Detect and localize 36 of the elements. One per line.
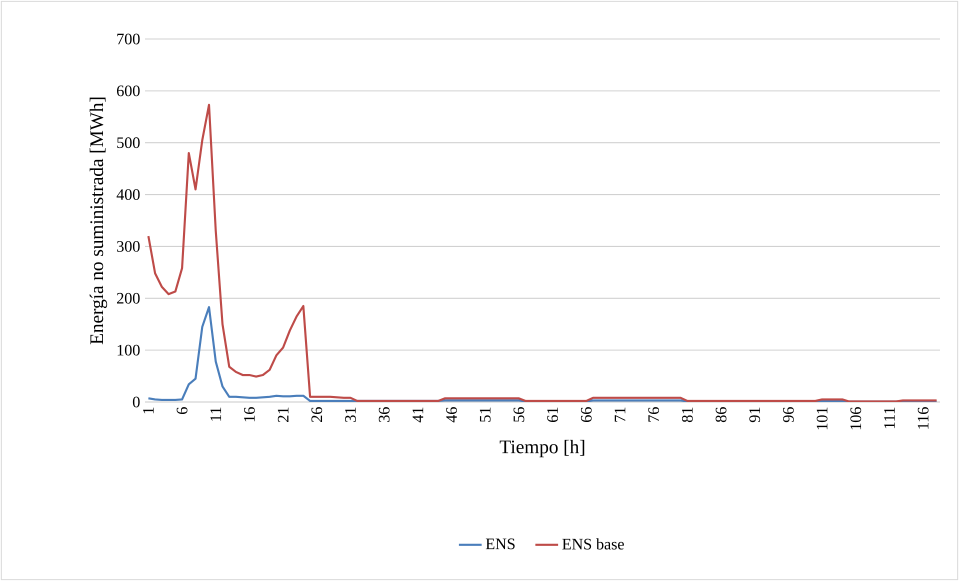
legend-label: ENS bbox=[486, 538, 515, 550]
y-tick-label: 600 bbox=[116, 85, 140, 96]
x-tick-label: 6 bbox=[176, 407, 188, 414]
x-tick-label: 101 bbox=[816, 408, 828, 430]
x-tick-label: 91 bbox=[749, 408, 760, 422]
x-tick-label: 71 bbox=[614, 408, 626, 422]
x-tick-label: 31 bbox=[345, 408, 356, 422]
y-tick-label: 400 bbox=[116, 189, 140, 200]
legend-label: ENS base bbox=[562, 538, 624, 550]
y-axis-title: Energía no suministrada [MWh] bbox=[90, 98, 108, 344]
x-tick-label: 76 bbox=[648, 407, 660, 422]
y-tick-label: 200 bbox=[117, 292, 140, 304]
x-tick-label: 116 bbox=[918, 407, 929, 429]
y-tick-label: 0 bbox=[132, 396, 140, 408]
x-axis-title: Tiempo [h] bbox=[500, 440, 584, 458]
x-tick-label: 96 bbox=[783, 407, 794, 422]
x-tick-label: 46 bbox=[446, 407, 457, 422]
y-tick-label: 300 bbox=[117, 241, 140, 252]
x-tick-label: 56 bbox=[514, 407, 524, 422]
x-tick-label: 41 bbox=[412, 408, 424, 422]
x-tick-label: 16 bbox=[244, 407, 255, 422]
y-tick-label: 500 bbox=[117, 137, 140, 148]
x-tick-label: 51 bbox=[480, 408, 491, 422]
x-tick-label: 11 bbox=[210, 408, 222, 421]
x-tick-label: 26 bbox=[311, 407, 322, 422]
x-tick-label: 111 bbox=[884, 408, 895, 428]
x-tick-label: 66 bbox=[580, 407, 592, 422]
x-tick-label: 61 bbox=[547, 408, 558, 422]
x-tick-label: 86 bbox=[716, 407, 726, 422]
x-tick-label: 21 bbox=[278, 408, 288, 422]
x-tick-label: 81 bbox=[682, 408, 693, 422]
y-tick-label: 100 bbox=[118, 344, 140, 356]
x-tick-label: 36 bbox=[378, 407, 390, 422]
x-tick-label: 106 bbox=[850, 407, 862, 430]
x-tick-label: 1 bbox=[143, 408, 154, 414]
y-tick-label: 700 bbox=[117, 34, 140, 44]
